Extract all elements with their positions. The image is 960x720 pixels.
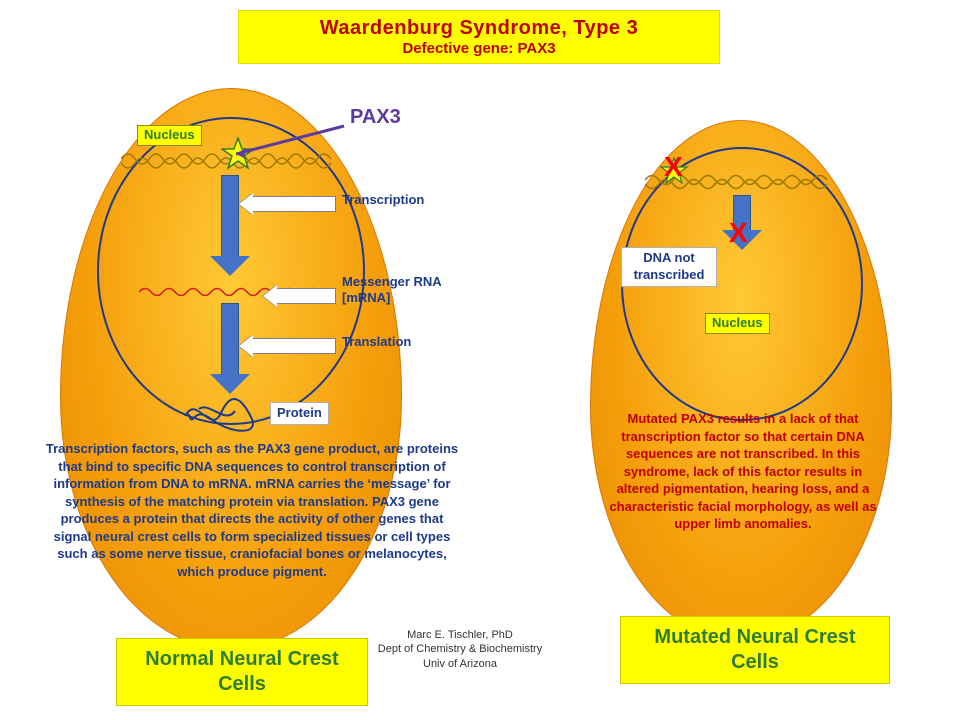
title-main: Waardenburg Syndrome, Type 3: [239, 17, 719, 40]
pax3-label: PAX3: [350, 106, 401, 129]
arrow-translation: [221, 303, 239, 375]
red-x-arrow: X: [729, 217, 748, 249]
credit-line-1: Marc E. Tischler, PhD: [360, 628, 560, 642]
protein-icon: [181, 395, 261, 435]
arrow-transcription: [221, 175, 239, 257]
nucleus-label-left: Nucleus: [137, 125, 202, 146]
nucleus-label-right: Nucleus: [705, 313, 770, 334]
label-protein: Protein: [270, 402, 329, 425]
pax3-pointer-line: [236, 120, 356, 160]
credit-line-2: Dept of Chemistry & Biochemistry: [360, 642, 560, 656]
paragraph-right: Mutated PAX3 results in a lack of that t…: [604, 410, 882, 533]
callout-arrow-translation: [252, 338, 336, 354]
footer-right: Mutated Neural Crest Cells: [620, 616, 890, 684]
callout-arrow-mrna: [276, 288, 336, 304]
mutated-cell: X X DNA not transcribed Nucleus: [590, 120, 892, 642]
callout-arrow-transcription: [252, 196, 336, 212]
red-x-star: X: [664, 151, 683, 183]
credit-block: Marc E. Tischler, PhD Dept of Chemistry …: [360, 628, 560, 671]
label-mrna: Messenger RNA [mRNA]: [342, 274, 452, 305]
label-dna-not-transcribed: DNA not transcribed: [621, 247, 717, 287]
credit-line-3: Univ of Arizona: [360, 657, 560, 671]
title-sub: Defective gene: PAX3: [239, 40, 719, 57]
title-box: Waardenburg Syndrome, Type 3 Defective g…: [238, 10, 720, 64]
paragraph-left: Transcription factors, such as the PAX3 …: [42, 440, 462, 580]
label-transcription: Transcription: [342, 192, 424, 207]
footer-left: Normal Neural Crest Cells: [116, 638, 368, 706]
label-translation: Translation: [342, 334, 411, 349]
